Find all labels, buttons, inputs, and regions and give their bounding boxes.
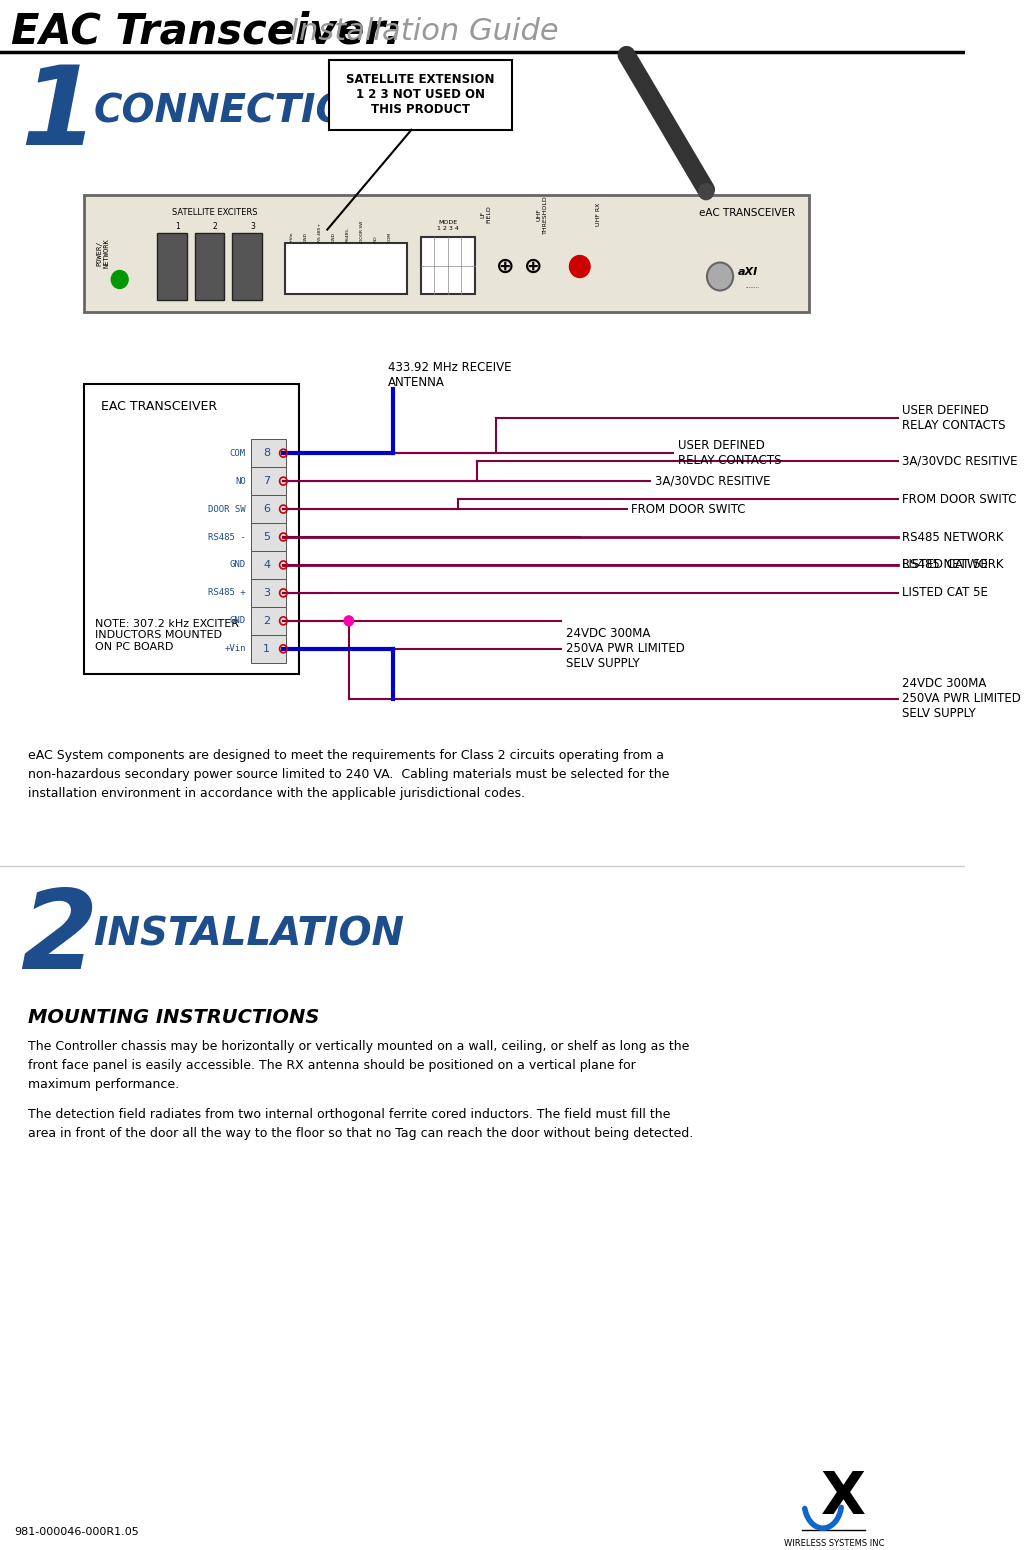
Bar xyxy=(251,522,286,550)
Text: LISTED CAT 5E: LISTED CAT 5E xyxy=(902,558,989,572)
Bar xyxy=(421,237,475,294)
Bar xyxy=(251,494,286,522)
Text: SATELLITE EXTENSION
1 2 3 NOT USED ON
THIS PRODUCT: SATELLITE EXTENSION 1 2 3 NOT USED ON TH… xyxy=(346,73,494,116)
Text: COM: COM xyxy=(388,231,392,242)
Text: 7: 7 xyxy=(263,476,270,487)
Text: 3A/30VDC RESITIVE: 3A/30VDC RESITIVE xyxy=(902,454,1018,468)
Text: DOOR SW: DOOR SW xyxy=(360,220,364,242)
Text: CONNECTIONS: CONNECTIONS xyxy=(94,93,410,130)
Text: RS485 -: RS485 - xyxy=(208,533,246,541)
Text: USER DEFINED
RELAY CONTACTS: USER DEFINED RELAY CONTACTS xyxy=(678,439,781,467)
Bar xyxy=(251,550,286,580)
Text: 433.92 MHz RECEIVE
ANTENNA: 433.92 MHz RECEIVE ANTENNA xyxy=(388,361,512,389)
Text: +Vin: +Vin xyxy=(290,231,294,242)
Text: 3: 3 xyxy=(263,587,270,598)
Bar xyxy=(285,242,407,294)
Text: Installation Guide: Installation Guide xyxy=(290,17,558,46)
Text: GND: GND xyxy=(303,231,308,242)
Circle shape xyxy=(699,183,713,200)
Text: ⊕: ⊕ xyxy=(495,256,514,276)
Text: POWER/
NETWORK: POWER/ NETWORK xyxy=(96,239,109,268)
Text: 2: 2 xyxy=(213,222,218,231)
Bar xyxy=(251,636,286,663)
Text: 1: 1 xyxy=(21,62,98,169)
Text: NO: NO xyxy=(235,476,246,485)
Text: The Controller chassis may be horizontally or vertically mounted on a wall, ceil: The Controller chassis may be horizontal… xyxy=(28,1040,689,1091)
Text: GND: GND xyxy=(230,617,246,625)
Text: USER DEFINED
RELAY CONTACTS: USER DEFINED RELAY CONTACTS xyxy=(902,405,1006,432)
Text: 3A/30VDC RESITIVE: 3A/30VDC RESITIVE xyxy=(654,474,770,488)
Text: 8: 8 xyxy=(263,448,270,459)
Text: 24VDC 300MA
250VA PWR LIMITED
SELV SUPPLY: 24VDC 300MA 250VA PWR LIMITED SELV SUPPL… xyxy=(902,677,1022,721)
Bar xyxy=(232,232,262,301)
Text: 2: 2 xyxy=(263,615,270,626)
Text: 5: 5 xyxy=(263,532,270,542)
Text: MODE
1 2 3 4: MODE 1 2 3 4 xyxy=(437,220,459,231)
Text: RS485 NETWORK: RS485 NETWORK xyxy=(902,558,1004,572)
Text: EAC TRANSCEIVER: EAC TRANSCEIVER xyxy=(101,400,217,412)
Bar xyxy=(157,232,187,301)
Bar xyxy=(194,232,224,301)
Text: FROM DOOR SWITC: FROM DOOR SWITC xyxy=(902,493,1017,505)
Text: COM: COM xyxy=(230,448,246,457)
Text: EAC Transceiver:: EAC Transceiver: xyxy=(11,11,402,53)
Bar xyxy=(85,384,299,674)
Text: SATELLITE EXCITERS: SATELLITE EXCITERS xyxy=(172,208,258,217)
Text: 6: 6 xyxy=(263,504,270,515)
Text: DOOR SW: DOOR SW xyxy=(208,505,246,513)
Bar xyxy=(251,608,286,636)
Text: RS485-: RS485- xyxy=(346,226,350,242)
Text: GND: GND xyxy=(332,231,335,242)
Text: eAC TRANSCEIVER: eAC TRANSCEIVER xyxy=(699,208,795,217)
Bar xyxy=(251,467,286,494)
Text: 1: 1 xyxy=(263,643,270,654)
Circle shape xyxy=(344,615,354,626)
Text: 3: 3 xyxy=(250,222,255,231)
Circle shape xyxy=(707,262,733,290)
Circle shape xyxy=(570,256,590,277)
Text: UHF RX: UHF RX xyxy=(596,203,601,226)
Text: 981-000046-000R1.05: 981-000046-000R1.05 xyxy=(14,1527,138,1538)
Text: MOUNTING INSTRUCTIONS: MOUNTING INSTRUCTIONS xyxy=(28,1008,320,1028)
Text: aXI: aXI xyxy=(738,268,759,277)
Bar xyxy=(251,439,286,467)
Text: NO: NO xyxy=(374,236,378,242)
Text: UHF
THRESHOLD: UHF THRESHOLD xyxy=(537,195,548,234)
Text: RS 485+: RS 485+ xyxy=(318,223,322,242)
Bar xyxy=(85,195,809,313)
Text: LISTED CAT 5E: LISTED CAT 5E xyxy=(902,586,989,600)
Text: 1: 1 xyxy=(175,222,180,231)
Text: eAC System components are designed to meet the requirements for Class 2 circuits: eAC System components are designed to me… xyxy=(28,749,670,800)
Text: ⊕: ⊕ xyxy=(523,256,543,276)
Circle shape xyxy=(111,271,128,288)
Text: ........: ........ xyxy=(746,284,760,288)
Bar xyxy=(329,60,512,130)
Text: RS485 +: RS485 + xyxy=(208,589,246,597)
Text: The detection field radiates from two internal orthogonal ferrite cored inductor: The detection field radiates from two in… xyxy=(28,1108,694,1139)
Text: 4: 4 xyxy=(263,560,270,570)
Text: LF
FIELD: LF FIELD xyxy=(481,206,491,223)
Text: +Vin: +Vin xyxy=(224,645,246,653)
Text: WIRELESS SYSTEMS INC: WIRELESS SYSTEMS INC xyxy=(784,1539,884,1548)
Text: NOTE: 307.2 kHz EXCITER
INDUCTORS MOUNTED
ON PC BOARD: NOTE: 307.2 kHz EXCITER INDUCTORS MOUNTE… xyxy=(95,618,239,653)
Text: 2: 2 xyxy=(21,885,98,992)
Bar xyxy=(251,580,286,608)
Text: X: X xyxy=(821,1469,866,1525)
Text: GND: GND xyxy=(230,561,246,569)
Text: INSTALLATION: INSTALLATION xyxy=(94,916,405,953)
Text: 24VDC 300MA
250VA PWR LIMITED
SELV SUPPLY: 24VDC 300MA 250VA PWR LIMITED SELV SUPPL… xyxy=(566,628,684,670)
Text: RS485 NETWORK: RS485 NETWORK xyxy=(902,530,1004,544)
Text: FROM DOOR SWITC: FROM DOOR SWITC xyxy=(632,502,746,516)
